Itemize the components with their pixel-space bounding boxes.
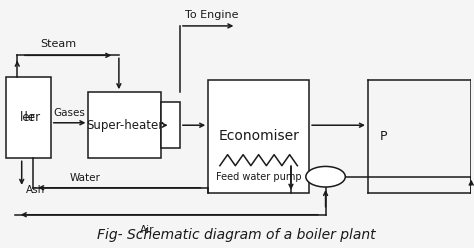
Text: Steam: Steam [41,39,77,49]
Text: Super-heater: Super-heater [86,119,164,132]
Text: Air: Air [140,224,155,235]
Circle shape [306,166,345,187]
Bar [88,92,161,158]
Text: ler: ler [17,111,40,124]
Text: Feed water pump: Feed water pump [216,172,301,182]
Text: P: P [380,130,387,143]
Bar [208,80,309,193]
Text: Ash: Ash [27,185,46,195]
Text: Gases: Gases [53,108,85,118]
Bar [6,77,51,158]
Text: Fig- Schematic diagram of a boiler plant: Fig- Schematic diagram of a boiler plant [97,228,375,242]
Text: Water: Water [70,173,100,183]
Text: Economiser: Economiser [218,129,299,143]
Text: ler: ler [20,111,36,124]
Text: To Engine: To Engine [184,10,238,20]
Bar [161,102,180,148]
